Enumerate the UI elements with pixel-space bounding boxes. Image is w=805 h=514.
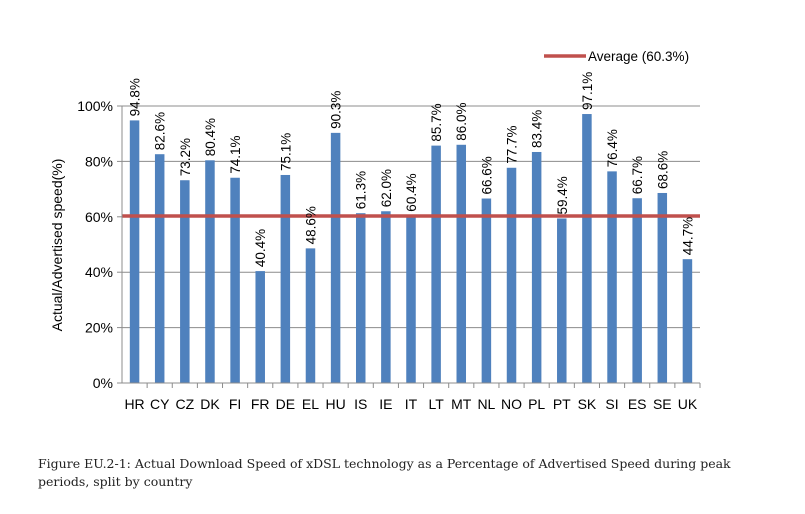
- y-tick-label: 60%: [85, 209, 113, 225]
- x-tick-label: DE: [276, 396, 295, 412]
- bar-cy: [154, 154, 165, 383]
- data-label: 77.7%: [505, 125, 520, 163]
- data-label: 82.6%: [153, 112, 168, 150]
- caption-line-1: Figure EU.2-1: Actual Download Speed of …: [38, 456, 731, 471]
- figure-caption: Figure EU.2-1: Actual Download Speed of …: [38, 455, 738, 491]
- data-label: 74.1%: [228, 135, 243, 173]
- x-tick-label: HR: [124, 396, 144, 412]
- x-tick-label: IT: [405, 396, 418, 412]
- y-axis: 0% 20% 40% 60% 80% 100%: [77, 98, 123, 391]
- x-tick-label: FR: [251, 396, 270, 412]
- data-label: 40.4%: [253, 229, 268, 267]
- bar-pl: [531, 151, 542, 383]
- data-label: 61.3%: [354, 171, 369, 209]
- x-tick-label: CZ: [175, 396, 194, 412]
- y-tick-label: 100%: [77, 98, 113, 114]
- x-tick-label: SK: [578, 396, 597, 412]
- caption-line-2: periods, split by country: [38, 474, 193, 489]
- y-tick-label: 0%: [93, 375, 113, 391]
- data-label: 76.4%: [605, 129, 620, 167]
- x-tick-label: SE: [653, 396, 672, 412]
- x-tick-label: IE: [379, 396, 392, 412]
- x-tick-label: FI: [229, 396, 241, 412]
- x-tick-label: SI: [605, 396, 618, 412]
- bar-it: [406, 215, 416, 383]
- bar-si: [607, 171, 617, 383]
- value-labels: 94.8% 82.6% 73.2% 80.4% 74.1% 40.4% 75.1% 48.6%…: [128, 72, 696, 267]
- data-label: 59.4%: [555, 176, 570, 214]
- bars: [129, 114, 693, 384]
- bar-pt: [557, 218, 567, 383]
- y-tick-label: 80%: [85, 153, 113, 169]
- bar-es: [632, 198, 642, 383]
- x-axis: HR CY CZ DK FI FR DE EL HU IS IE IT LT MT NL NO PL PT SK SI…: [122, 382, 701, 412]
- bar-sk: [582, 114, 592, 384]
- bar-se: [657, 192, 668, 383]
- x-tick-label: CY: [150, 396, 170, 412]
- data-label: 44.7%: [680, 217, 695, 255]
- data-label: 73.2%: [178, 138, 193, 176]
- bar-chart: HR CY CZ DK FI FR DE EL HU IS IE IT LT MT NL NO PL PT SK SI…: [49, 49, 701, 412]
- data-label: 68.6%: [655, 151, 670, 189]
- bar-mt: [456, 144, 467, 383]
- data-label: 94.8%: [128, 78, 143, 116]
- data-label: 83.4%: [530, 110, 545, 148]
- data-label: 66.6%: [479, 156, 494, 194]
- x-tick-label: LT: [428, 396, 444, 412]
- x-tick-label: IS: [354, 396, 367, 412]
- bar-fr: [255, 271, 265, 383]
- bar-uk: [682, 259, 693, 383]
- bar-cz: [180, 180, 190, 383]
- x-tick-label: DK: [200, 396, 220, 412]
- bar-de: [280, 174, 291, 383]
- x-tick-label: PL: [528, 396, 545, 412]
- data-label: 80.4%: [203, 118, 218, 156]
- y-tick-label: 20%: [85, 320, 113, 336]
- data-label: 60.4%: [404, 173, 419, 211]
- bar-nl: [481, 198, 492, 383]
- data-label: 86.0%: [454, 102, 469, 140]
- x-tick-label: ES: [628, 396, 647, 412]
- data-label: 48.6%: [303, 206, 318, 244]
- bar-hr: [129, 120, 140, 384]
- x-tick-label: PT: [553, 396, 571, 412]
- bar-hu: [330, 132, 341, 383]
- x-tick-label: MT: [451, 396, 472, 412]
- x-tick-label: UK: [678, 396, 698, 412]
- data-label: 66.7%: [630, 156, 645, 194]
- bar-ie: [381, 211, 391, 383]
- bar-lt: [431, 145, 441, 383]
- data-label: 90.3%: [329, 91, 344, 129]
- legend: Average (60.3%): [544, 49, 689, 64]
- data-label: 85.7%: [429, 103, 444, 141]
- data-label: 62.0%: [379, 169, 394, 207]
- data-label: 75.1%: [278, 133, 293, 171]
- x-tick-label: HU: [325, 396, 345, 412]
- bar-is: [355, 213, 366, 383]
- data-label: 97.1%: [580, 72, 595, 110]
- y-tick-label: 40%: [85, 264, 113, 280]
- x-tick-label: NO: [501, 396, 522, 412]
- bar-no: [506, 167, 517, 383]
- bar-fi: [230, 177, 240, 383]
- bar-dk: [205, 160, 215, 383]
- legend-label: Average (60.3%): [588, 49, 689, 64]
- x-tick-label: NL: [477, 396, 495, 412]
- bar-el: [305, 248, 316, 383]
- y-axis-label: Actual/Advertised speed(%): [49, 159, 65, 332]
- x-tick-label: EL: [302, 396, 319, 412]
